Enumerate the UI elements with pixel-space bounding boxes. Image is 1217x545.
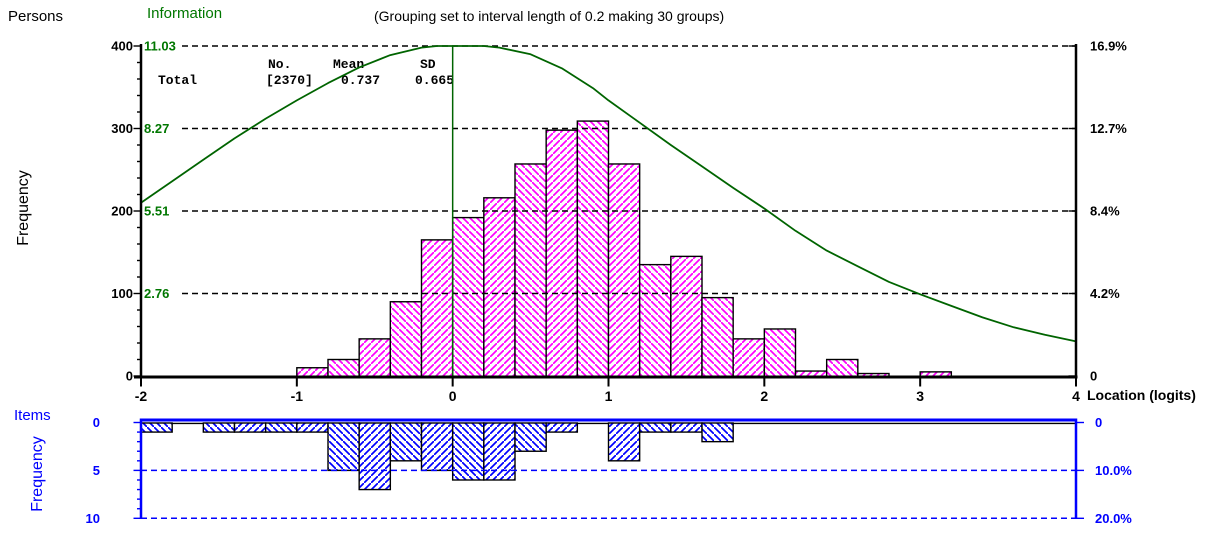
persons-y-axis-title: Frequency	[15, 170, 32, 246]
persons-axes	[133, 44, 1078, 387]
information-curve	[140, 45, 1077, 343]
x-tick-label: 1	[605, 388, 613, 404]
items-bar	[202, 422, 236, 433]
x-tick-label: 4	[1072, 388, 1080, 404]
items-bar	[233, 422, 267, 433]
x-tick-label: -2	[135, 388, 148, 404]
information-value-label: 2.76	[144, 286, 169, 301]
grouping-title: (Grouping set to interval length of 0.2 …	[374, 8, 724, 24]
information-value-label: 8.27	[144, 121, 169, 136]
persons-bar	[701, 296, 734, 378]
information-value-label: 11.03	[144, 39, 176, 54]
x-tick-label: 3	[916, 388, 924, 404]
items-y-axis-title: Frequency	[29, 436, 46, 512]
persons-percent-label: 8.4%	[1090, 204, 1120, 219]
items-y-tick-label: 10	[86, 511, 100, 526]
persons-bar	[732, 338, 766, 378]
persons-percent-label: 4.2%	[1090, 286, 1120, 301]
persons-bar	[483, 197, 516, 378]
persons-bar	[670, 255, 703, 378]
persons-bar	[420, 239, 454, 378]
items-y-tick-label: 0	[93, 415, 100, 430]
items-bar	[420, 422, 454, 472]
items-bar	[607, 422, 641, 462]
persons-bar	[576, 120, 610, 378]
persons-bar	[763, 328, 797, 378]
persons-bar	[451, 216, 485, 378]
items-bar	[514, 422, 547, 452]
stats-block: No. Mean SD Total [2370] 0.737 0.665	[158, 57, 454, 88]
items-label: Items	[14, 407, 51, 424]
items-bar	[264, 422, 298, 433]
items-bar	[358, 422, 392, 491]
stats-row-label: Total	[158, 73, 197, 88]
information-curve-path	[140, 45, 1077, 343]
items-bar	[638, 422, 672, 433]
items-histogram	[133, 418, 1084, 520]
information-value-label: 5.51	[144, 204, 169, 219]
items-bar	[327, 422, 360, 472]
axis-tick-labels: 010020030040004.2%8.4%12.7%16.9%2.765.51…	[86, 39, 1133, 526]
items-bar	[545, 422, 579, 433]
persons-label: Persons	[8, 8, 63, 25]
persons-y-tick-label: 300	[111, 121, 133, 136]
persons-bar	[545, 129, 579, 378]
persons-bar	[327, 358, 360, 378]
persons-bar	[607, 163, 641, 378]
stats-col-sd: SD	[420, 57, 436, 72]
items-bar	[389, 422, 423, 462]
persons-bar	[389, 301, 423, 378]
persons-bar	[825, 358, 859, 378]
stats-n-value: [2370]	[266, 73, 313, 88]
x-tick-label: 0	[449, 388, 457, 404]
stats-col-mean: Mean	[333, 57, 364, 72]
persons-bar	[638, 263, 672, 378]
stats-sd-value: 0.665	[415, 73, 454, 88]
persons-y-tick-label: 0	[126, 369, 133, 384]
items-percent-label: 10.0%	[1095, 463, 1132, 478]
persons-percent-label: 12.7%	[1090, 121, 1127, 136]
persons-y-tick-label: 400	[111, 39, 133, 54]
x-tick-label: 2	[760, 388, 768, 404]
information-label: Information	[147, 5, 222, 22]
persons-percent-label: 0	[1090, 369, 1097, 384]
items-bar	[670, 422, 703, 433]
persons-y-tick-label: 100	[111, 286, 133, 301]
persons-bar	[514, 163, 547, 378]
items-bar	[701, 422, 734, 443]
items-y-tick-label: 5	[93, 463, 100, 478]
items-bar	[451, 422, 485, 481]
persons-histogram-bars	[296, 120, 953, 378]
persons-gridlines	[182, 45, 1076, 295]
persons-bar	[358, 338, 392, 378]
persons-y-tick-label: 200	[111, 204, 133, 219]
persons-percent-label: 16.9%	[1090, 39, 1127, 54]
stats-mean-value: 0.737	[341, 73, 380, 88]
location-axis-label: Location (logits)	[1087, 387, 1196, 403]
items-percent-label: 20.0%	[1095, 511, 1132, 526]
items-bar	[140, 422, 173, 433]
items-bar	[296, 422, 329, 433]
x-tick-label: -1	[291, 388, 304, 404]
stats-col-no: No.	[268, 57, 291, 72]
items-bar	[483, 422, 516, 481]
items-percent-label: 0	[1095, 415, 1102, 430]
